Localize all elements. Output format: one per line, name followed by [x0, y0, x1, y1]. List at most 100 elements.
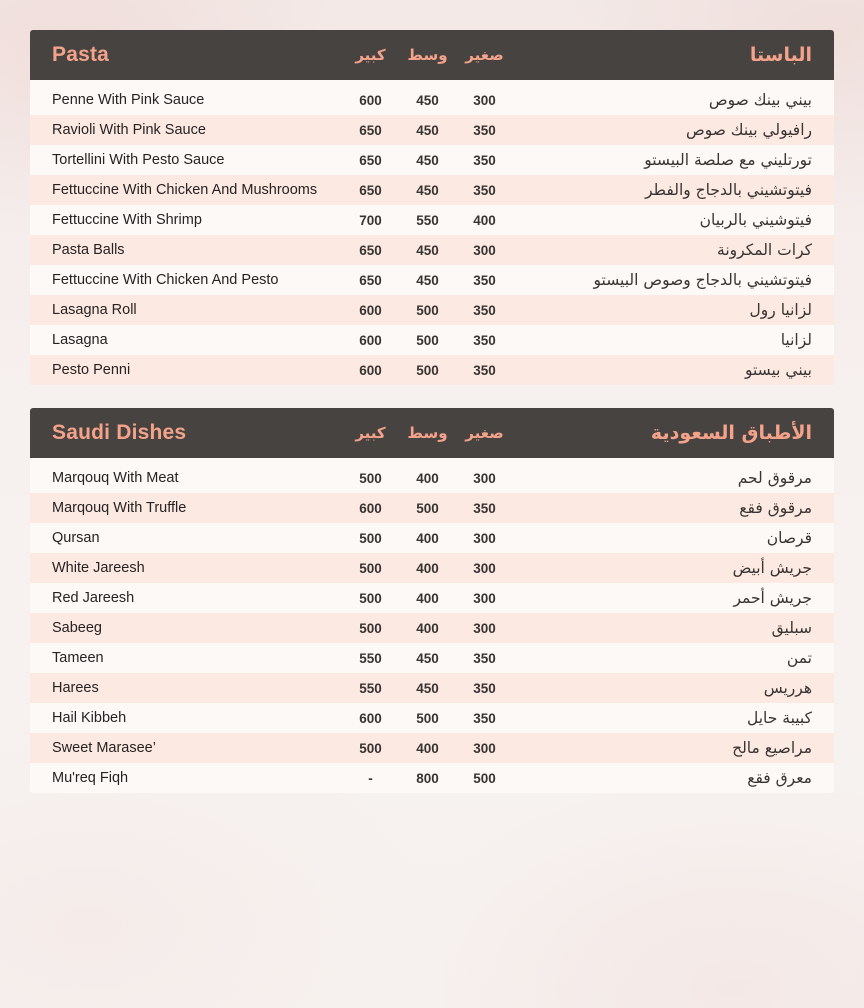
item-name-ar: قرصان [766, 529, 812, 547]
item-name-ar: بيني بينك صوص [708, 91, 812, 109]
item-name-en: Fettuccine With Chicken And Mushrooms [52, 182, 318, 198]
item-price-small: 350 [473, 710, 496, 726]
item-price-small: 350 [473, 500, 496, 516]
item-price-medium: 500 [416, 362, 439, 378]
column-header-small: صغير [465, 424, 504, 442]
menu-row: Marqouq With Truffle 600 500 350 مرقوق ف… [30, 493, 834, 523]
item-price-large: - [368, 770, 373, 786]
item-name-en: Sweet Marasee’ [52, 740, 156, 756]
menu-row: Penne With Pink Sauce 600 450 300 بيني ب… [30, 85, 834, 115]
item-price-medium: 450 [416, 680, 439, 696]
item-price-medium: 400 [416, 740, 439, 756]
item-name-ar: لزانيا رول [749, 301, 812, 319]
item-name-en: Marqouq With Truffle [52, 500, 187, 516]
menu-row: Fettuccine With Chicken And Mushrooms 65… [30, 175, 834, 205]
column-header-large: كبير [355, 46, 386, 64]
item-price-medium: 400 [416, 590, 439, 606]
item-price-medium: 500 [416, 500, 439, 516]
item-price-medium: 450 [416, 182, 439, 198]
item-price-small: 300 [473, 590, 496, 606]
menu-row: Harees 550 450 350 هرريس [30, 673, 834, 703]
item-price-small: 300 [473, 740, 496, 756]
item-price-small: 300 [473, 560, 496, 576]
item-name-en: Tortellini With Pesto Sauce [52, 152, 225, 168]
menu-row: Red Jareesh 500 400 300 جريش أحمر [30, 583, 834, 613]
menu-row: Lasagna Roll 600 500 350 لزانيا رول [30, 295, 834, 325]
item-name-ar: مرقوق لحم [737, 469, 812, 487]
item-name-ar: جريش أحمر [733, 589, 812, 607]
section-title-en: Pasta [52, 43, 110, 66]
item-name-ar: كرات المكرونة [717, 241, 812, 259]
item-name-en: Marqouq With Meat [52, 470, 179, 486]
menu-row: Tortellini With Pesto Sauce 650 450 350 … [30, 145, 834, 175]
item-price-small: 350 [473, 362, 496, 378]
menu-row: Mu'req Fiqh - 800 500 معرق فقع [30, 763, 834, 793]
item-name-en: Mu'req Fiqh [52, 770, 129, 786]
item-name-en: Pasta Balls [52, 242, 125, 258]
item-name-ar: سبليق [771, 619, 812, 637]
item-name-ar: لزانيا [780, 331, 812, 349]
section-title-ar: الباستا [749, 44, 812, 66]
item-price-large: 500 [359, 560, 382, 576]
item-name-ar: فيتوتشيني بالدجاج والفطر [645, 181, 812, 199]
item-price-large: 650 [359, 272, 382, 288]
item-price-large: 550 [359, 650, 382, 666]
item-price-small: 500 [473, 770, 496, 786]
item-price-small: 350 [473, 272, 496, 288]
item-name-ar: هرريس [763, 679, 812, 697]
item-name-en: Pesto Penni [52, 362, 131, 378]
item-price-small: 350 [473, 302, 496, 318]
item-name-en: Fettuccine With Shrimp [52, 212, 202, 228]
item-price-medium: 400 [416, 470, 439, 486]
item-price-small: 300 [473, 620, 496, 636]
item-price-medium: 400 [416, 620, 439, 636]
item-price-large: 700 [359, 212, 382, 228]
item-name-ar: مرقوق فقع [739, 499, 812, 517]
item-name-ar: معرق فقع [747, 769, 812, 787]
item-name-en: Sabeeg [52, 620, 102, 636]
item-name-ar: جريش أبيض [732, 559, 812, 577]
menu-row: Qursan 500 400 300 قرصان [30, 523, 834, 553]
item-price-small: 350 [473, 152, 496, 168]
column-header-large: كبير [355, 424, 386, 442]
item-price-medium: 450 [416, 242, 439, 258]
column-header-medium: وسط [407, 424, 448, 442]
item-name-en: Red Jareesh [52, 590, 135, 606]
item-price-large: 600 [359, 362, 382, 378]
section-header: Pasta كبير وسط صغير الباستا [30, 30, 834, 80]
item-price-small: 350 [473, 680, 496, 696]
item-name-en: Fettuccine With Chicken And Pesto [52, 272, 279, 288]
menu-row: Sabeeg 500 400 300 سبليق [30, 613, 834, 643]
item-price-large: 650 [359, 152, 382, 168]
column-header-medium: وسط [407, 46, 448, 64]
item-price-large: 500 [359, 590, 382, 606]
item-name-en: Penne With Pink Sauce [52, 92, 205, 108]
item-price-medium: 500 [416, 710, 439, 726]
item-price-medium: 550 [416, 212, 439, 228]
item-name-en: Qursan [52, 530, 100, 546]
section-title-en: Saudi Dishes [52, 421, 187, 444]
item-price-large: 650 [359, 182, 382, 198]
item-name-ar: فيتوتشيني بالدجاج وصوص البيستو [593, 271, 812, 289]
item-price-small: 400 [473, 212, 496, 228]
menu-section: Pasta كبير وسط صغير الباستا Penne With P… [30, 30, 834, 385]
item-name-en: Lasagna Roll [52, 302, 137, 318]
item-price-medium: 450 [416, 152, 439, 168]
item-price-medium: 450 [416, 650, 439, 666]
item-price-medium: 500 [416, 302, 439, 318]
menu-row: Sweet Marasee’ 500 400 300 مراصيع مالح [30, 733, 834, 763]
item-price-medium: 450 [416, 122, 439, 138]
section-title-ar: الأطباق السعودية [650, 422, 812, 444]
item-price-large: 650 [359, 122, 382, 138]
item-price-small: 350 [473, 182, 496, 198]
item-price-large: 600 [359, 302, 382, 318]
item-price-small: 300 [473, 470, 496, 486]
menu-row: Ravioli With Pink Sauce 650 450 350 رافي… [30, 115, 834, 145]
section-header: Saudi Dishes كبير وسط صغير الأطباق السعو… [30, 408, 834, 458]
item-price-small: 350 [473, 332, 496, 348]
item-price-large: 600 [359, 332, 382, 348]
item-name-ar: رافيولي بينك صوص [685, 121, 812, 139]
item-price-small: 350 [473, 122, 496, 138]
item-price-large: 550 [359, 680, 382, 696]
item-name-ar: تورتليني مع صلصة البيستو [644, 151, 812, 169]
